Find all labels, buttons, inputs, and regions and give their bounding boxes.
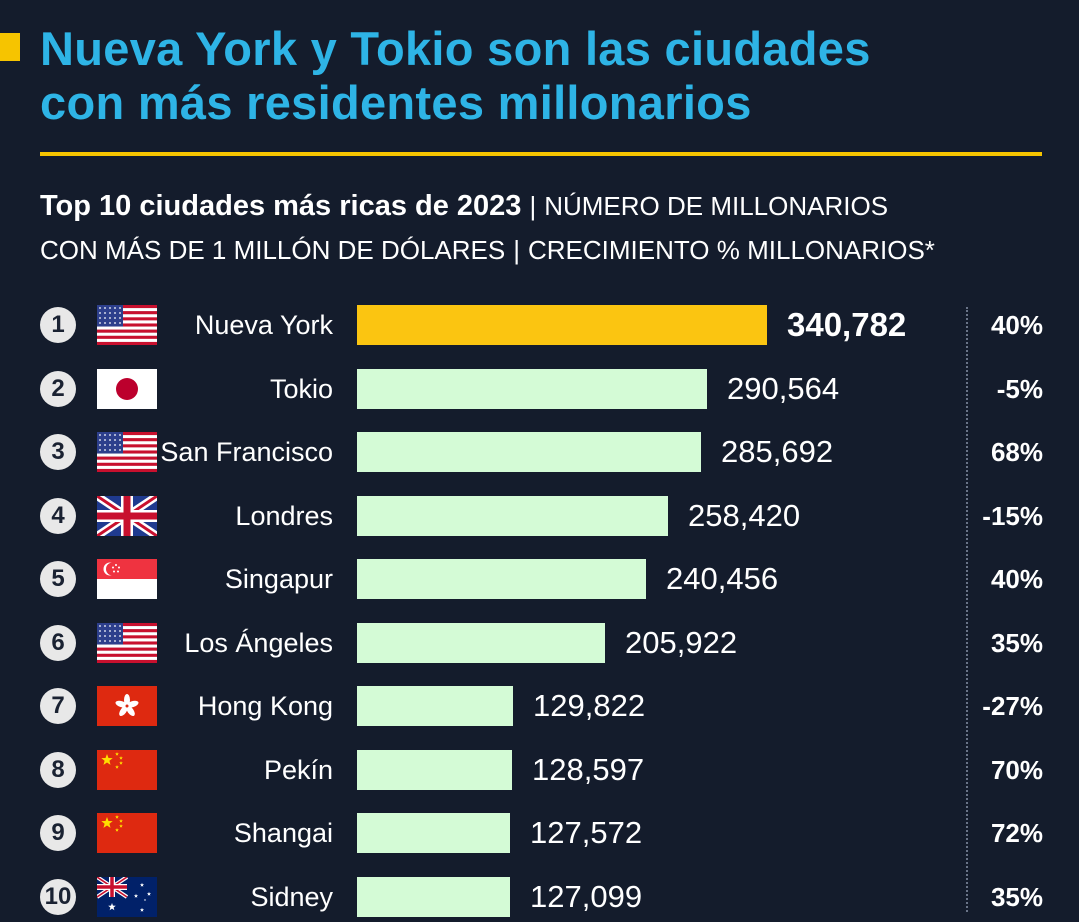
value-label: 128,597 [532, 751, 645, 787]
subtitle-separator-2: | [513, 235, 520, 265]
rank-badge: 3 [40, 434, 76, 470]
growth-label: 35% [990, 627, 1043, 658]
city-label: Tokio [269, 373, 333, 404]
bar [357, 432, 701, 472]
table-row: 9 Shangai 127,572 72% [0, 808, 1079, 858]
growth-label: 70% [990, 754, 1043, 785]
subtitle-bold: Top 10 ciudades más ricas de 2023 [40, 190, 522, 222]
rank-badge: 10 [40, 878, 76, 915]
rank-badge: 7 [40, 688, 76, 724]
rank-badge: 4 [40, 497, 76, 534]
table-row: 8 Pekín 128,597 70% [0, 745, 1079, 795]
rank-badge: 9 [40, 815, 76, 851]
city-label: Londres [235, 500, 333, 531]
title-accent-bar [0, 33, 20, 61]
title-rule [40, 152, 1042, 156]
growth-label: 35% [990, 881, 1043, 912]
value-label: 205,922 [625, 624, 738, 660]
city-label: Sidney [250, 881, 333, 912]
table-row: 10 Sidney 127,099 35% [0, 872, 1079, 922]
growth-label: 72% [990, 818, 1043, 848]
subtitle-part-3: CRECIMIENTO % MILLONARIOS* [528, 235, 935, 265]
city-label: Shangai [233, 818, 333, 848]
bar [357, 305, 767, 345]
table-row: 6 Los Ángeles 205,922 35% [0, 618, 1079, 668]
title-line-1: Nueva York y Tokio son las ciudades [40, 22, 871, 75]
australia-flag-icon [97, 876, 157, 917]
chart-subtitle: Top 10 ciudades más ricas de 2023 | NÚMERO… [40, 184, 1070, 272]
table-row: 7 Hong Kong 129,822 -27% [0, 681, 1079, 731]
table-row: 5 Singapur 240,456 40% [0, 554, 1079, 604]
us-flag-icon [97, 305, 157, 345]
rank-badge: 8 [40, 751, 76, 788]
city-label: Singapur [224, 564, 333, 594]
bar [357, 368, 707, 409]
value-label: 129,822 [533, 688, 646, 723]
value-label: 285,692 [721, 434, 834, 469]
table-row: 2 Tokio 290,564 -5% [0, 364, 1079, 414]
growth-column-divider [966, 307, 968, 912]
subtitle-separator-1: | [529, 191, 537, 221]
table-row: 4 Londres 258,420 -15% [0, 491, 1079, 541]
rank-badge: 5 [40, 561, 76, 597]
us-flag-icon [97, 622, 157, 663]
value-label: 240,456 [666, 561, 779, 596]
bar [357, 495, 668, 536]
city-label: Hong Kong [197, 691, 333, 721]
growth-label: 40% [990, 310, 1043, 340]
growth-label: -27% [982, 691, 1043, 721]
uk-flag-icon [97, 495, 157, 536]
value-label: 340,782 [787, 306, 907, 343]
japan-flag-icon [97, 368, 157, 409]
growth-label: 68% [990, 437, 1043, 467]
city-label: Nueva York [194, 310, 333, 340]
city-label: Pekín [263, 754, 333, 785]
value-label: 290,564 [727, 370, 840, 406]
table-row: 1 Nueva York 340,782 40% [0, 300, 1079, 350]
subtitle-part-1: NÚMERO DE MILLONARIOS [544, 191, 889, 221]
growth-label: 40% [990, 564, 1043, 594]
city-label: Los Ángeles [184, 627, 333, 658]
bar [357, 686, 513, 726]
value-label: 127,572 [530, 815, 643, 850]
title-line-2: con más residentes millonarios [40, 76, 752, 129]
value-label: 258,420 [688, 497, 801, 533]
subtitle-part-2: CON MÁS DE 1 MILLÓN DE DÓLARES [40, 235, 506, 265]
bar [357, 559, 646, 599]
hong-kong-flag-icon [97, 686, 157, 726]
bar [357, 813, 510, 853]
bar [357, 622, 605, 663]
value-label: 127,099 [530, 878, 643, 914]
rank-badge: 2 [40, 370, 76, 407]
city-label: San Francisco [160, 437, 333, 467]
us-flag-icon [97, 432, 157, 472]
bar [357, 749, 512, 790]
table-row: 3 San Francisco 285,692 68% [0, 427, 1079, 477]
singapore-flag-icon [97, 559, 157, 599]
china-flag-icon [97, 749, 157, 790]
growth-label: -5% [996, 373, 1043, 404]
rank-badge: 1 [40, 307, 76, 343]
page-title: Nueva York y Tokio son las ciudades con … [40, 22, 1060, 130]
china-flag-icon [97, 813, 157, 853]
bar [357, 876, 510, 917]
growth-label: -15% [982, 500, 1043, 531]
rank-badge: 6 [40, 624, 76, 661]
